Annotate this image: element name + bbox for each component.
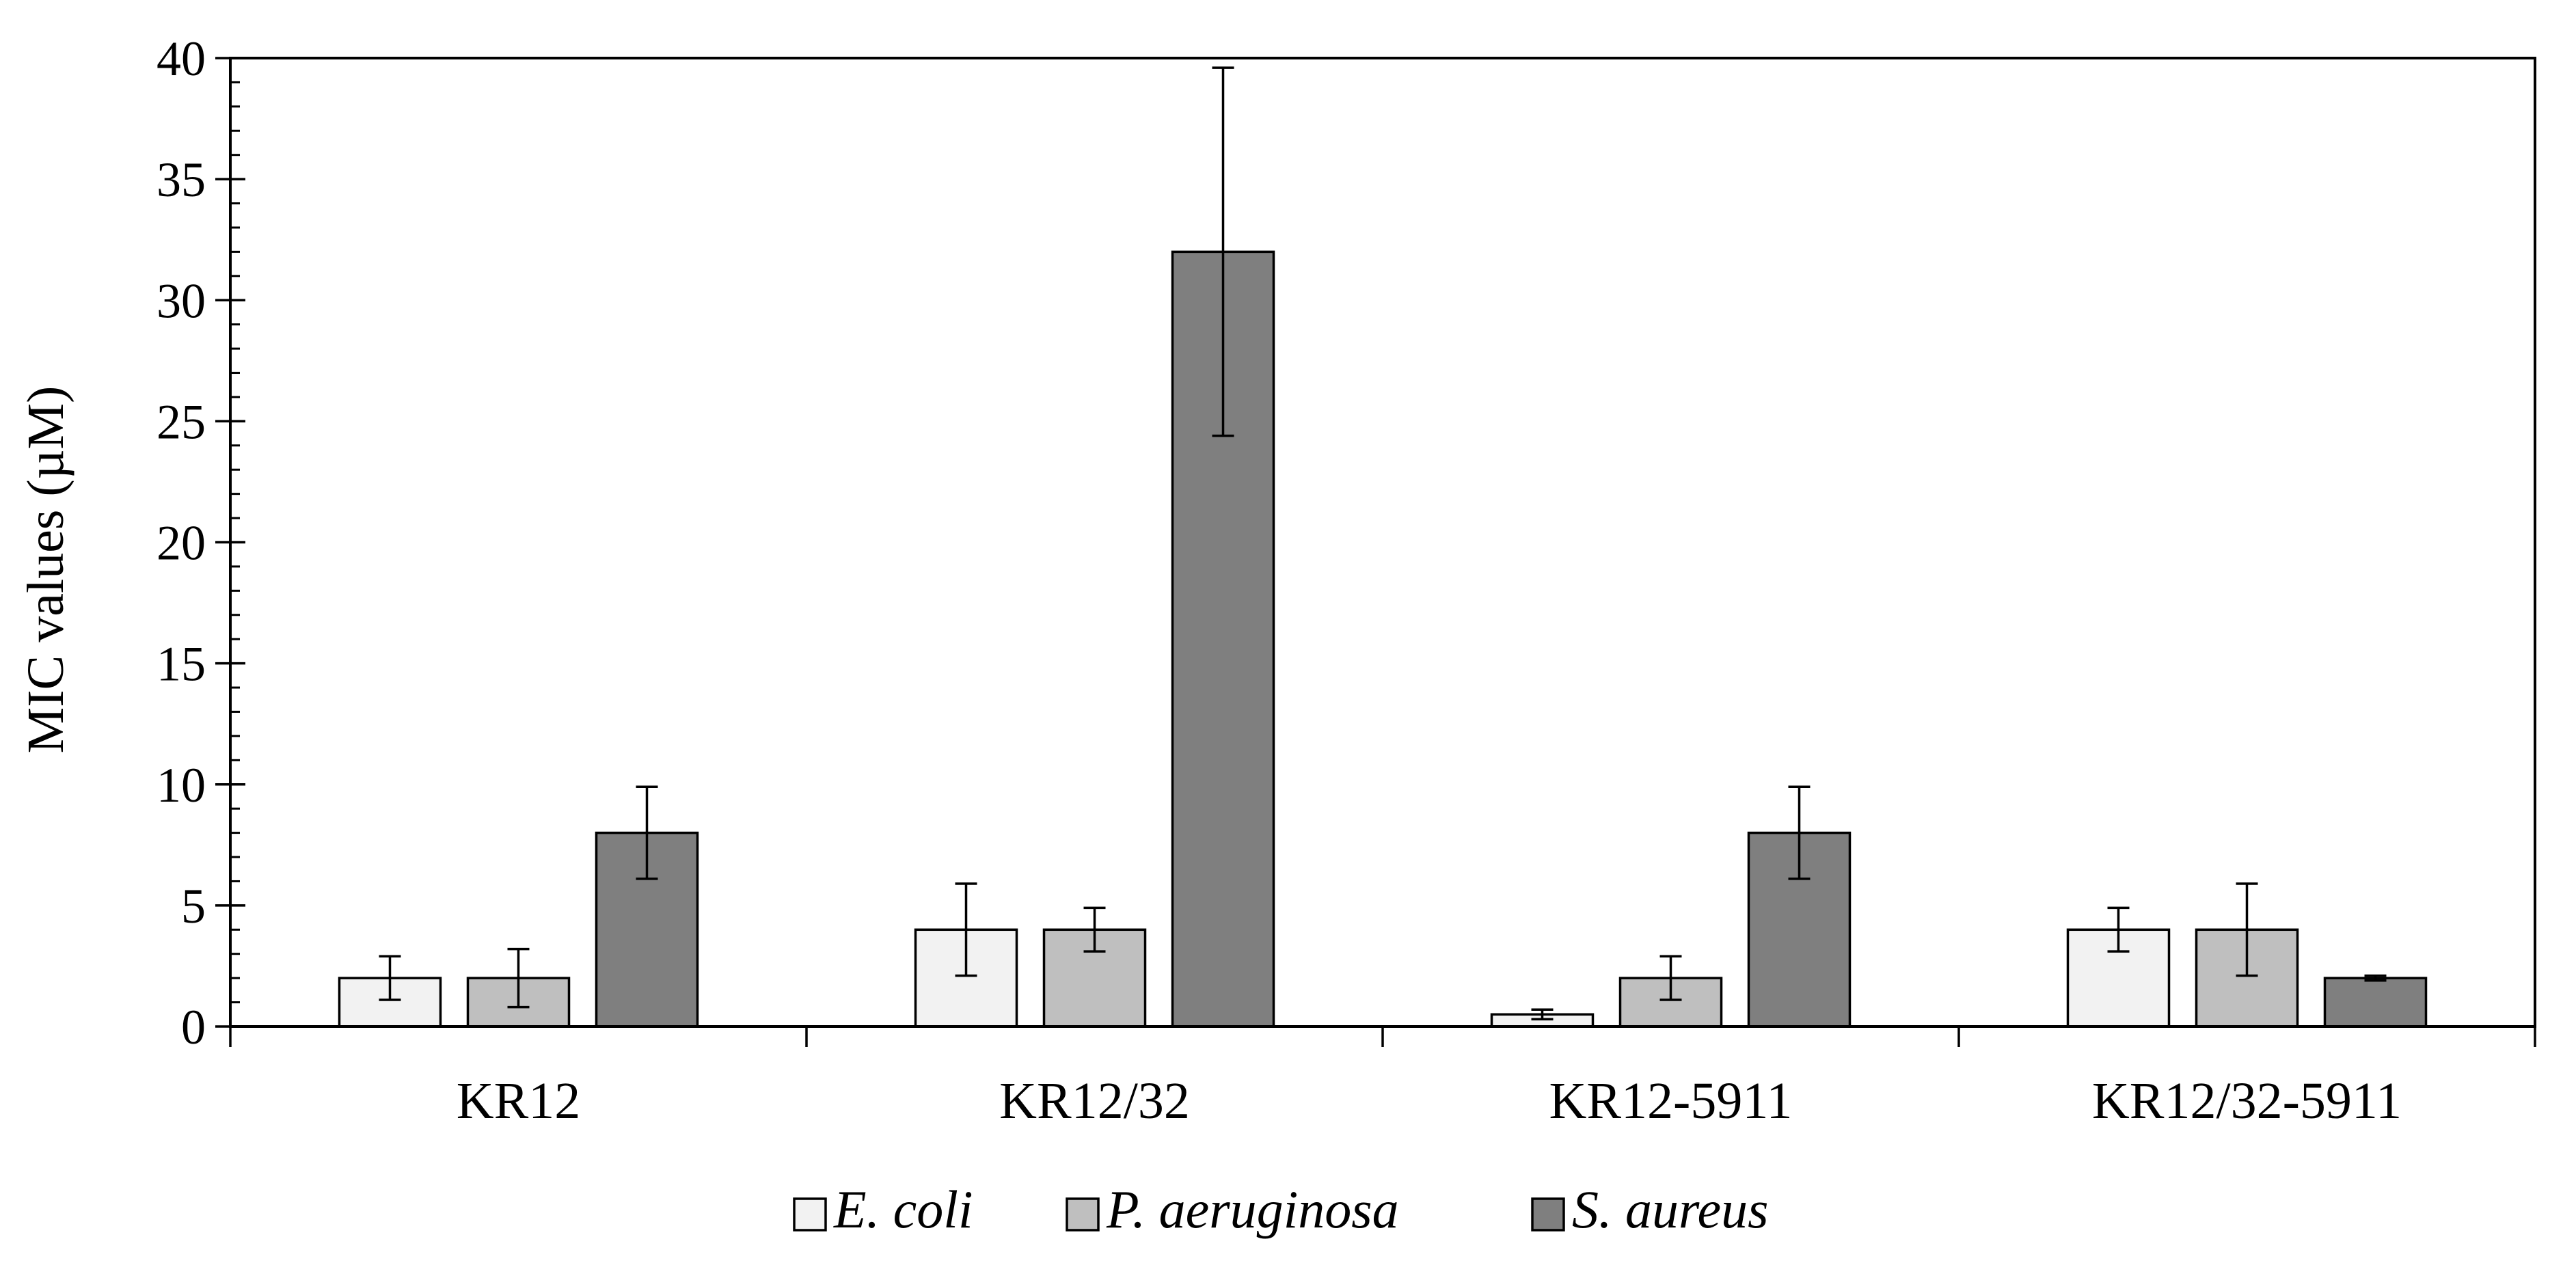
- y-tick-label: 5: [181, 879, 206, 934]
- x-category-label: KR12/32: [999, 1072, 1190, 1130]
- y-axis-title: MIC values (µM): [17, 386, 74, 754]
- legend-label: S. aureus: [1572, 1180, 1768, 1239]
- y-tick-label: 10: [157, 758, 206, 813]
- y-tick-label: 35: [157, 152, 206, 207]
- y-axis: 0 5 10 15 20 25 30 35 40: [157, 31, 245, 1055]
- x-category-label: KR12/32-5911: [2092, 1072, 2402, 1130]
- y-tick-label: 15: [157, 637, 206, 692]
- error-bars-layer: [379, 66, 2387, 1021]
- y-tick-label: 30: [157, 273, 206, 328]
- legend-swatch: [793, 1197, 827, 1232]
- bar: [2323, 977, 2428, 1028]
- legend-swatch: [1531, 1197, 1565, 1232]
- legend: E. coli P. aeruginosa S. aureus: [793, 1180, 1768, 1239]
- legend-label: E. coli: [833, 1180, 973, 1239]
- x-axis: KR12 KR12/32 KR12-5911 KR12/32-5911: [229, 1027, 2536, 1130]
- y-tick-label: 25: [157, 394, 206, 449]
- x-category-label: KR12-5911: [1549, 1072, 1792, 1130]
- legend-swatch: [1066, 1197, 1100, 1232]
- legend-label: P. aeruginosa: [1106, 1180, 1399, 1239]
- y-tick-label: 0: [181, 1000, 206, 1055]
- y-tick-label: 40: [157, 31, 206, 86]
- x-category-label: KR12: [457, 1072, 581, 1130]
- y-tick-label: 20: [157, 516, 206, 571]
- bars-layer: [338, 250, 2428, 1028]
